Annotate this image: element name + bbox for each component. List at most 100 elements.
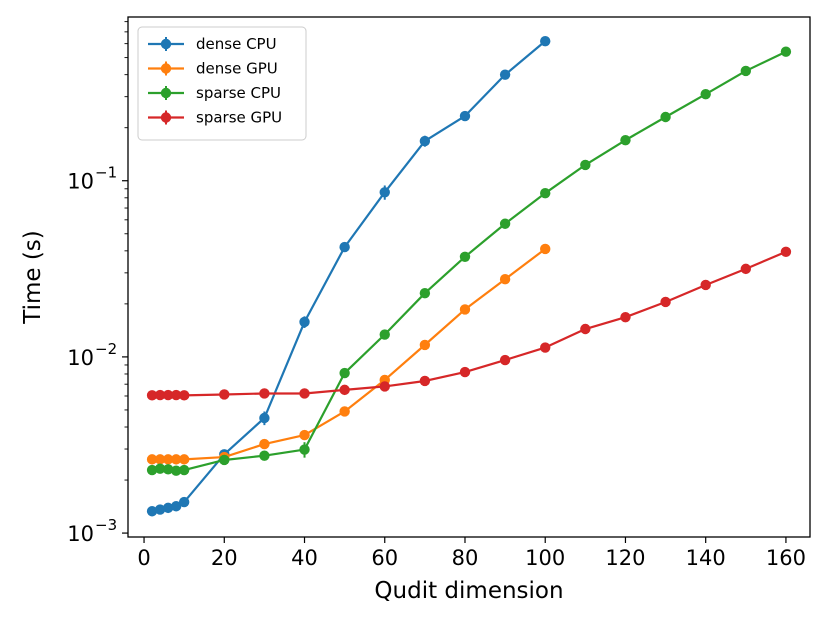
data-point bbox=[178, 454, 190, 465]
x-tick-label: 80 bbox=[452, 546, 479, 570]
data-point bbox=[178, 496, 190, 508]
data-point bbox=[540, 35, 551, 47]
data-point bbox=[660, 296, 671, 308]
legend-marker bbox=[160, 63, 172, 74]
legend-entry: sparse CPU bbox=[148, 84, 281, 102]
x-tick-label: 20 bbox=[211, 546, 238, 570]
series-line bbox=[152, 248, 546, 461]
data-point bbox=[170, 465, 182, 476]
data-point bbox=[419, 375, 431, 387]
data-point bbox=[419, 135, 431, 147]
legend-label: sparse GPU bbox=[196, 109, 282, 127]
data-point bbox=[700, 88, 711, 100]
data-point bbox=[459, 304, 471, 315]
x-tick-label: 40 bbox=[291, 546, 318, 570]
data-point bbox=[170, 501, 182, 512]
data-point bbox=[299, 316, 310, 328]
x-tick-label: 140 bbox=[686, 546, 726, 570]
data-point bbox=[660, 111, 671, 123]
x-axis-label: Qudit dimension bbox=[374, 578, 563, 604]
data-point bbox=[580, 323, 591, 335]
data-point bbox=[419, 339, 431, 351]
data-point bbox=[178, 390, 190, 401]
y-tick-label: 10 bbox=[67, 170, 94, 194]
data-point bbox=[499, 69, 511, 80]
legend-entry: sparse GPU bbox=[148, 109, 282, 127]
legend-marker bbox=[160, 87, 172, 99]
y-tick-label: 10 bbox=[67, 522, 94, 546]
y-tick-exponent: −3 bbox=[95, 516, 117, 534]
data-point bbox=[219, 454, 230, 466]
data-point bbox=[419, 287, 431, 299]
x-tick-label: 100 bbox=[525, 546, 565, 570]
data-point bbox=[780, 246, 792, 258]
series-dense-gpu bbox=[146, 243, 551, 465]
data-point bbox=[154, 389, 166, 401]
data-point bbox=[499, 218, 511, 229]
data-point bbox=[259, 438, 270, 450]
data-point bbox=[379, 329, 390, 340]
data-point bbox=[162, 454, 174, 465]
x-tick-label: 160 bbox=[766, 546, 806, 570]
data-point bbox=[379, 187, 390, 198]
series-sparse-gpu bbox=[146, 246, 792, 401]
legend-label: sparse CPU bbox=[196, 84, 281, 102]
data-point bbox=[459, 251, 471, 263]
data-point bbox=[620, 134, 631, 146]
data-point bbox=[259, 388, 270, 399]
data-point bbox=[170, 389, 182, 401]
data-point bbox=[299, 388, 310, 399]
series-dense-cpu bbox=[146, 35, 551, 517]
data-point bbox=[146, 506, 158, 517]
data-point bbox=[540, 243, 551, 255]
series-sparse-cpu bbox=[146, 46, 792, 476]
y-tick-exponent: −1 bbox=[95, 164, 117, 182]
data-point bbox=[540, 342, 551, 353]
data-point bbox=[162, 464, 174, 475]
data-point bbox=[154, 463, 166, 474]
data-point bbox=[339, 406, 350, 417]
data-point bbox=[620, 312, 631, 323]
legend-entry: dense GPU bbox=[148, 60, 278, 78]
x-tick-label: 60 bbox=[371, 546, 398, 570]
legend-marker bbox=[160, 38, 172, 50]
data-point bbox=[154, 454, 166, 465]
x-tick-label: 120 bbox=[605, 546, 645, 570]
data-point bbox=[700, 279, 711, 291]
y-tick-exponent: −2 bbox=[95, 340, 117, 358]
data-point bbox=[162, 389, 174, 401]
data-point bbox=[540, 187, 551, 199]
data-point bbox=[299, 429, 310, 441]
data-point bbox=[178, 464, 190, 476]
legend-label: dense GPU bbox=[196, 60, 278, 78]
plot-frame bbox=[127, 16, 811, 538]
data-point bbox=[499, 354, 511, 366]
data-point bbox=[259, 412, 270, 424]
data-point bbox=[459, 366, 471, 378]
data-point bbox=[339, 384, 350, 396]
data-point bbox=[146, 390, 158, 401]
data-point bbox=[499, 274, 511, 285]
data-point bbox=[162, 502, 174, 514]
data-point bbox=[580, 159, 591, 171]
data-point bbox=[154, 504, 166, 515]
legend-label: dense CPU bbox=[196, 35, 277, 53]
data-point bbox=[219, 389, 230, 400]
legend-box bbox=[137, 26, 307, 141]
data-point bbox=[780, 46, 792, 57]
data-point bbox=[379, 381, 390, 392]
data-point bbox=[259, 450, 270, 461]
y-tick-label: 10 bbox=[67, 346, 94, 370]
data-point bbox=[299, 444, 310, 455]
data-point bbox=[170, 454, 182, 465]
y-axis-label: Time (s) bbox=[20, 230, 46, 325]
data-point bbox=[459, 110, 471, 122]
data-point bbox=[339, 367, 350, 379]
data-point bbox=[740, 65, 752, 77]
data-point bbox=[740, 263, 752, 275]
data-point bbox=[146, 464, 158, 476]
legend-entry: dense CPU bbox=[148, 35, 277, 53]
series-layer bbox=[146, 35, 792, 517]
